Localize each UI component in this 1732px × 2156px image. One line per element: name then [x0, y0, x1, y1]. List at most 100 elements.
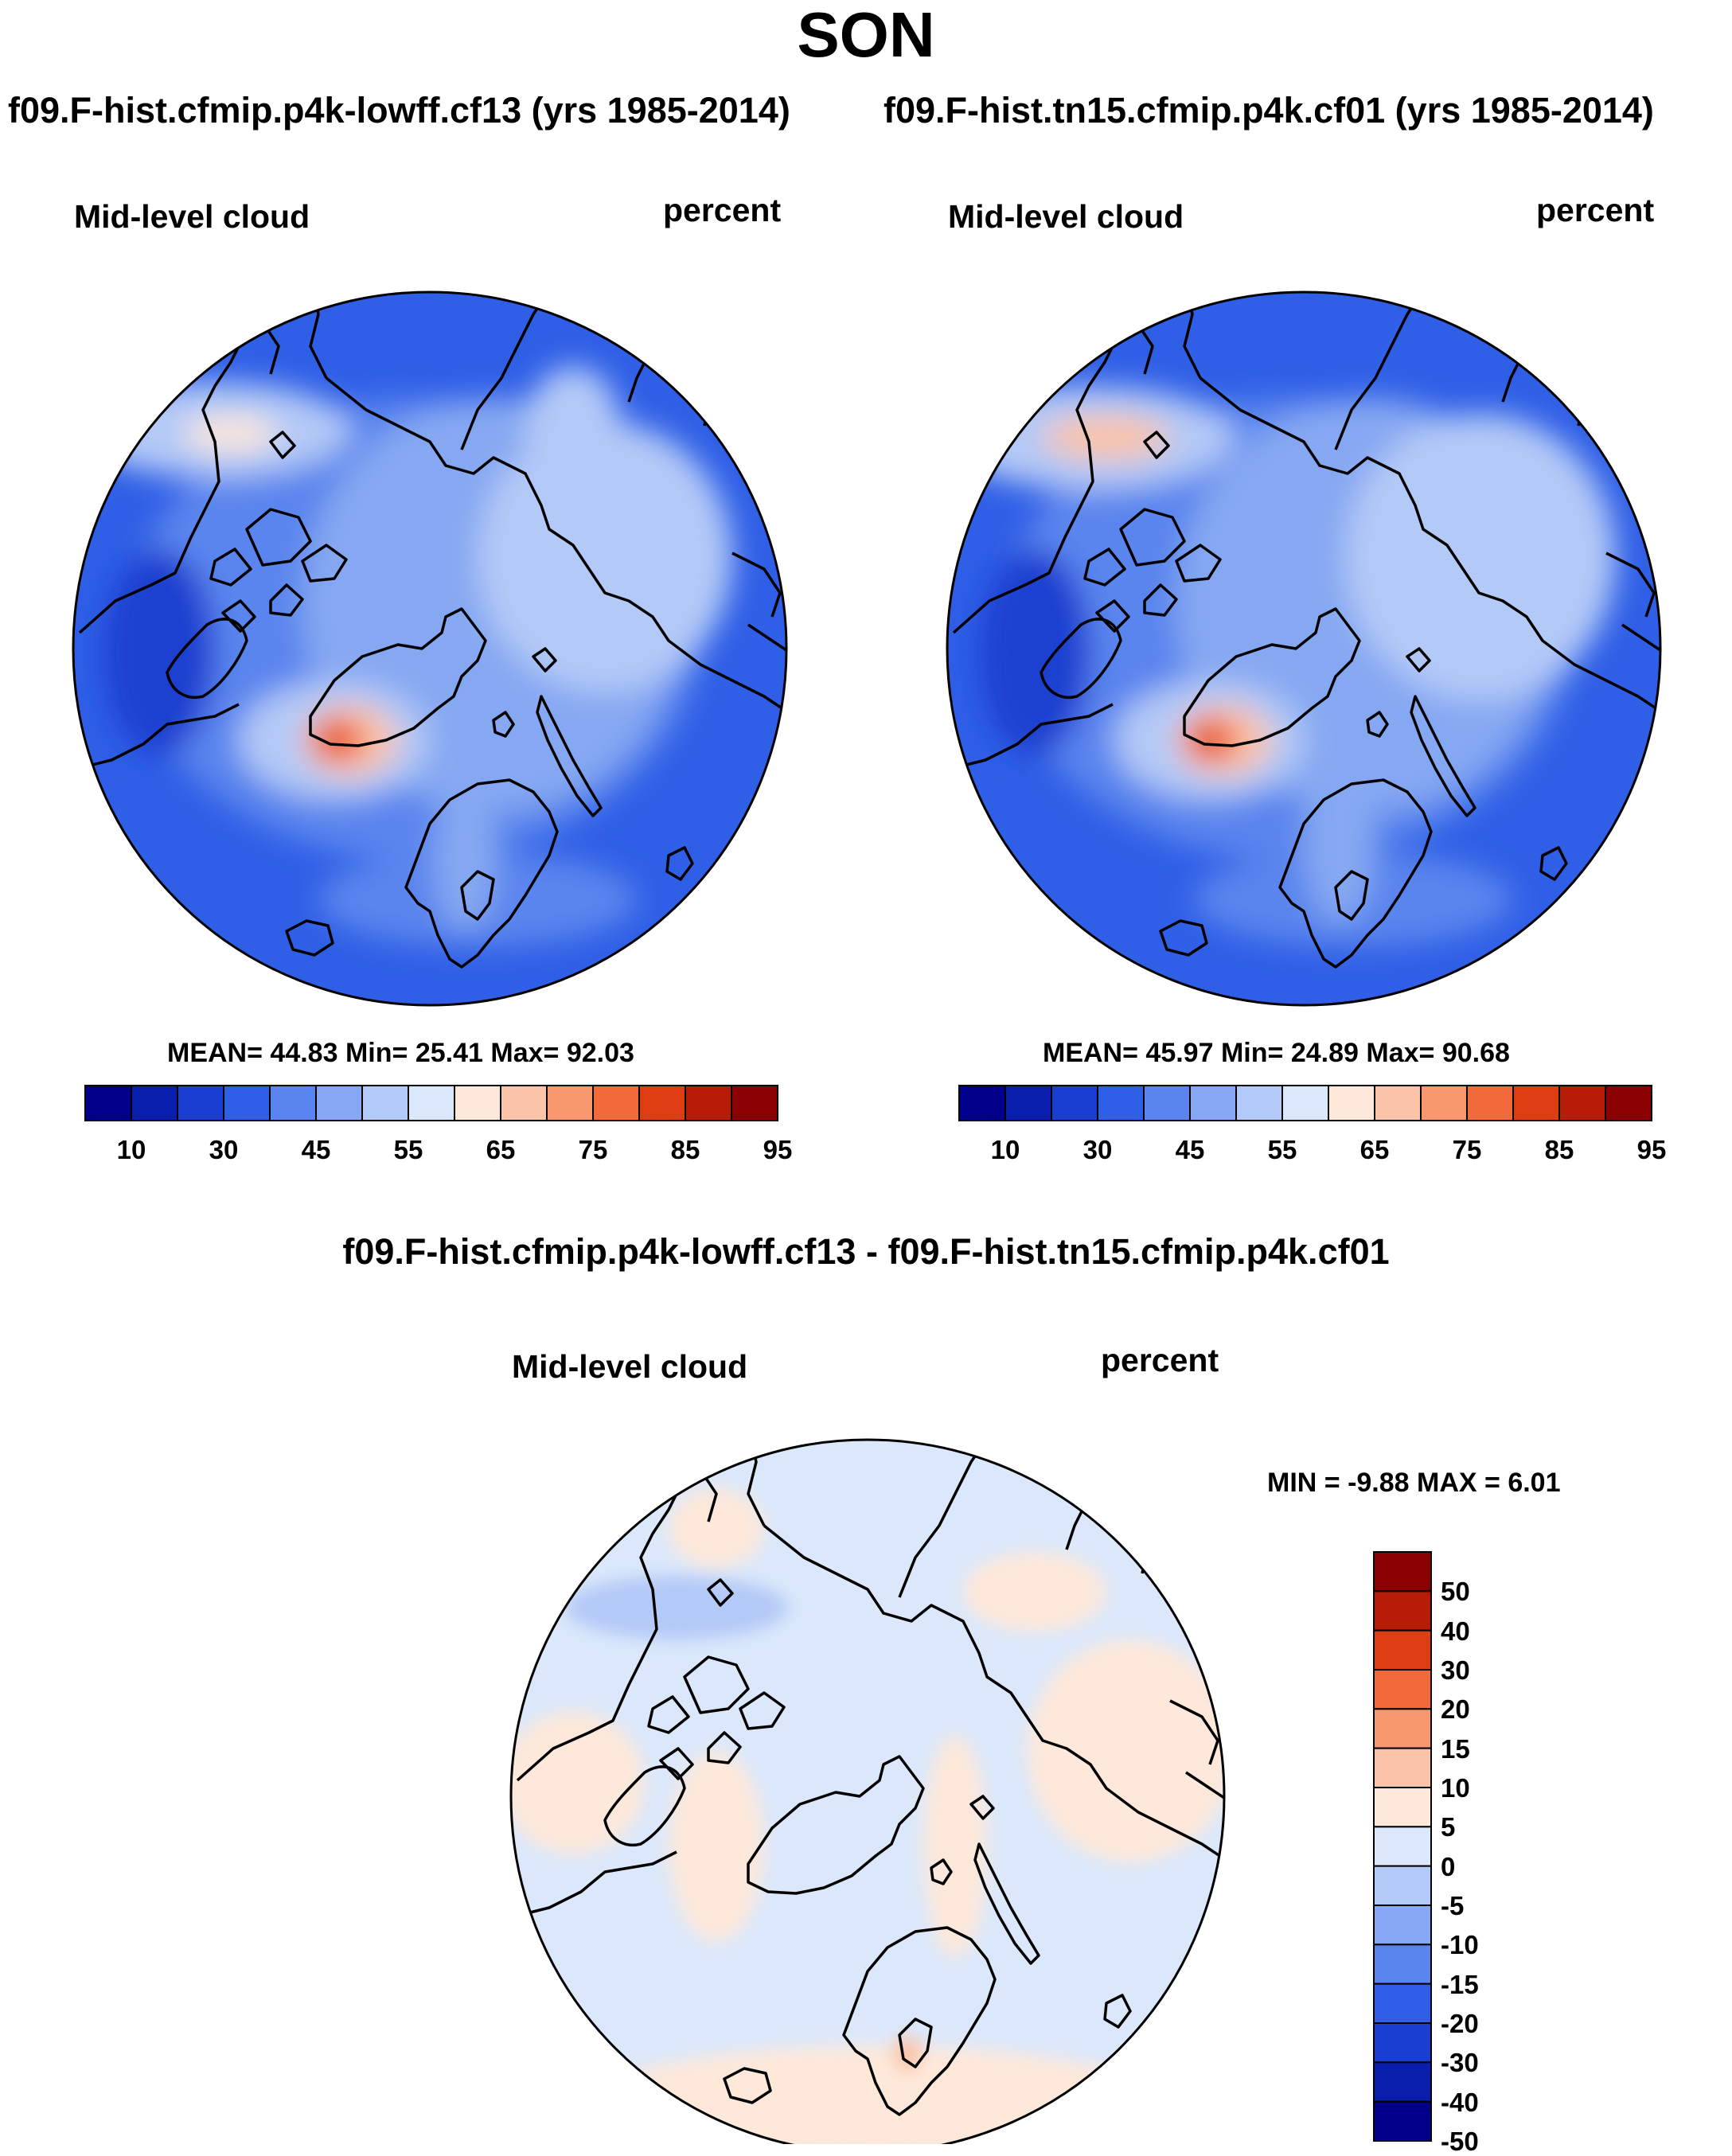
left-panel-run-title: f09.F-hist.cfmip.p4k-lowff.cf13 (yrs 198…	[8, 90, 790, 131]
colorbar-tick-label: 45	[301, 1135, 331, 1164]
colorbar-box-14	[1605, 1085, 1652, 1121]
diff-colorbar-tick-label: -10	[1441, 1930, 1479, 1960]
diff-variable-label: Mid-level cloud	[512, 1348, 748, 1385]
colorbar-box-9	[1374, 1085, 1422, 1121]
colorbar-tick-label: 30	[1082, 1135, 1113, 1164]
right-max-value: 90.68	[1441, 1038, 1510, 1068]
left-max-value: 92.03	[566, 1038, 634, 1068]
right-stats: MEAN= 45.97 Min= 24.89 Max= 90.68	[1043, 1039, 1510, 1066]
right-mean-label: MEAN=	[1043, 1038, 1138, 1068]
diff-colorbar-box-14	[1373, 2100, 1432, 2142]
diff-colorbar-tick-label: -40	[1441, 2087, 1479, 2117]
colorbar-tick-label: 75	[1452, 1135, 1482, 1164]
diff-colorbar	[1373, 1551, 1432, 2142]
colorbar-tick-label: 30	[209, 1135, 239, 1164]
diff-units-label: percent	[1101, 1342, 1219, 1378]
colorbar-tick-label: 55	[1267, 1135, 1297, 1164]
left-max-label: Max=	[490, 1038, 560, 1068]
colorbar-tick-label: 10	[116, 1135, 146, 1164]
left-mean-label: MEAN=	[167, 1038, 263, 1068]
colorbar-box-11	[1466, 1085, 1514, 1121]
diff-colorbar-tick-label: 50	[1441, 1577, 1470, 1607]
right-panel-run-title: f09.F-hist.tn15.cfmip.p4k.cf01 (yrs 1985…	[884, 90, 1654, 131]
colorbar-box-7	[1281, 1085, 1329, 1121]
colorbar-box-12	[638, 1085, 686, 1121]
colorbar-tick-label: 85	[1544, 1135, 1574, 1164]
diff-colorbar-box-10	[1373, 1944, 1432, 1985]
diff-colorbar-tick-label: -30	[1441, 2048, 1479, 2078]
left-colorbar	[84, 1085, 778, 1121]
colorbar-box-1	[131, 1085, 178, 1121]
colorbar-box-6	[1235, 1085, 1283, 1121]
colorbar-box-6	[361, 1085, 409, 1121]
colorbar-box-8	[454, 1085, 501, 1121]
colorbar-box-0	[958, 1085, 1006, 1121]
diff-colorbar-tick-label: 0	[1441, 1851, 1456, 1881]
diff-colorbar-box-8	[1373, 1865, 1432, 1907]
colorbar-box-2	[177, 1085, 224, 1121]
diff-colorbar-box-11	[1373, 1983, 1432, 2025]
colorbar-box-3	[223, 1085, 271, 1121]
diff-colorbar-tick-label: -20	[1441, 2009, 1479, 2038]
diff-colorbar-tick-label: -15	[1441, 1969, 1479, 1999]
right-mean-value: 45.97	[1145, 1038, 1214, 1068]
left-map	[73, 292, 786, 1005]
colorbar-tick-label: 55	[393, 1135, 423, 1164]
diff-colorbar-box-1	[1373, 1590, 1432, 1632]
colorbar-box-7	[408, 1085, 455, 1121]
diff-colorbar-tick-label: 30	[1441, 1655, 1470, 1685]
diff-colorbar-box-0	[1373, 1551, 1432, 1593]
left-min-label: Min=	[345, 1038, 408, 1068]
colorbar-tick-label: 65	[486, 1135, 516, 1164]
diff-colorbar-box-13	[1373, 2061, 1432, 2103]
colorbar-box-8	[1328, 1085, 1375, 1121]
right-min-label: Min=	[1220, 1038, 1284, 1068]
left-mean-value: 44.83	[270, 1038, 338, 1068]
diff-min-max-label: MIN = -9.88 MAX = 6.01	[1267, 1468, 1561, 1498]
left-map-border	[72, 290, 788, 1007]
right-colorbar	[958, 1085, 1652, 1121]
diff-colorbar-tick-label: 20	[1441, 1694, 1470, 1725]
diff-colorbar-tick-label: 15	[1441, 1733, 1470, 1764]
right-map	[947, 292, 1660, 1005]
right-min-value: 24.89	[1290, 1038, 1359, 1068]
diff-colorbar-tick-label: -5	[1441, 1891, 1465, 1920]
diff-panel-title: f09.F-hist.cfmip.p4k-lowff.cf13 - f09.F-…	[342, 1231, 1390, 1272]
diff-colorbar-tick-label: 5	[1441, 1812, 1456, 1842]
colorbar-box-5	[315, 1085, 363, 1121]
colorbar-tick-label: 65	[1359, 1135, 1390, 1164]
colorbar-tick-label: 10	[990, 1135, 1020, 1164]
diff-colorbar-box-5	[1373, 1747, 1432, 1789]
colorbar-box-10	[546, 1085, 594, 1121]
colorbar-box-2	[1051, 1085, 1098, 1121]
colorbar-box-1	[1004, 1085, 1052, 1121]
diff-colorbar-box-12	[1373, 2022, 1432, 2064]
left-units-label: percent	[663, 192, 782, 228]
colorbar-box-10	[1420, 1085, 1468, 1121]
right-max-label: Max=	[1366, 1038, 1435, 1068]
figure-title: SON	[797, 0, 935, 70]
colorbar-tick-label: 45	[1175, 1135, 1205, 1164]
diff-colorbar-box-6	[1373, 1787, 1432, 1828]
diff-colorbar-box-9	[1373, 1905, 1432, 1946]
colorbar-box-4	[1143, 1085, 1191, 1121]
diff-colorbar-box-7	[1373, 1826, 1432, 1867]
colorbar-box-3	[1097, 1085, 1145, 1121]
diff-map-border	[509, 1438, 1226, 2144]
colorbar-box-0	[84, 1085, 132, 1121]
diff-colorbar-tick-label: 10	[1441, 1773, 1470, 1803]
colorbar-tick-label: 85	[670, 1135, 700, 1164]
right-units-label: percent	[1536, 192, 1655, 228]
diff-colorbar-box-4	[1373, 1708, 1432, 1749]
right-field-contours	[947, 386, 1616, 947]
diff-colorbar-box-2	[1373, 1629, 1432, 1671]
colorbar-tick-label: 95	[763, 1135, 793, 1164]
colorbar-box-5	[1189, 1085, 1237, 1121]
colorbar-tick-label: 75	[578, 1135, 608, 1164]
left-stats: MEAN= 44.83 Min= 25.41 Max= 92.03	[167, 1039, 634, 1066]
diff-colorbar-tick-label: 40	[1441, 1616, 1470, 1646]
diff-map	[511, 1440, 1224, 2144]
colorbar-box-4	[269, 1085, 317, 1121]
diff-colorbar-box-3	[1373, 1669, 1432, 1710]
